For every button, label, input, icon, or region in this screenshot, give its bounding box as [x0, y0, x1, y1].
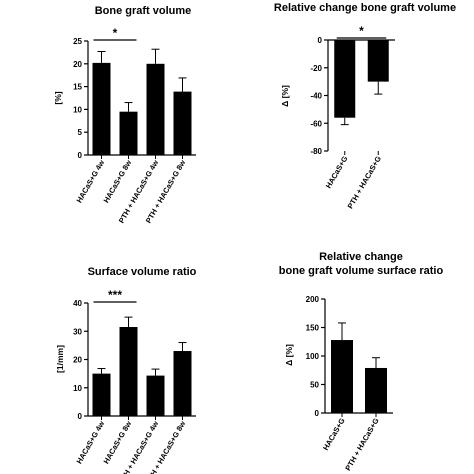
x-tick-label: HACaS+G — [321, 416, 347, 452]
x-tick-label: HACaS+G 4w — [75, 158, 107, 204]
chart-title: Bone graft volume — [95, 5, 192, 17]
bar — [92, 62, 111, 155]
bar — [331, 340, 353, 413]
chart-title: bone graft volume surface ratio — [279, 265, 444, 277]
chart-title: Relative change bone graft volume — [274, 2, 456, 14]
y-tick-label: 20 — [73, 60, 82, 69]
x-tick-label: HACaS+G 8w — [102, 158, 134, 204]
y-tick-label: 100 — [306, 352, 320, 361]
significance-label: *** — [108, 288, 122, 302]
x-tick-label: HACaS+G 8w — [102, 419, 134, 465]
y-tick-label: 0 — [78, 151, 83, 160]
x-tick-label: PTH + HACaS+G — [343, 416, 380, 472]
y-tick-label: 0 — [78, 412, 83, 421]
bar — [173, 91, 192, 155]
y-axis-label: Δ [%] — [280, 85, 290, 107]
bar — [173, 351, 192, 416]
bar — [365, 367, 387, 413]
y-tick-label: -40 — [310, 92, 322, 101]
y-tick-label: 10 — [73, 384, 82, 393]
x-tick-label: HACaS+G 4w — [75, 419, 107, 465]
y-tick-label: 0 — [315, 409, 320, 418]
y-axis-label: [1/mm] — [55, 345, 65, 373]
chart-panel-4: Relative change bone graft volume surface… — [279, 251, 444, 472]
y-tick-label: 5 — [78, 128, 83, 137]
chart-panel-3: Surface volume ratio [1/mm] 0 10 20 30 40 HACaS… — [55, 266, 197, 474]
y-tick-label: -60 — [310, 119, 322, 128]
y-tick-label: 40 — [73, 299, 82, 308]
y-tick-label: -80 — [310, 147, 322, 156]
y-tick-label: 20 — [73, 356, 82, 365]
x-tick-label: PTH + HACaS+G — [346, 154, 383, 210]
y-axis-label: Δ [%] — [284, 344, 294, 366]
y-tick-label: 10 — [73, 105, 82, 114]
y-axis-label: [%] — [53, 91, 63, 104]
bar — [92, 373, 111, 416]
significance-label: * — [113, 26, 118, 40]
chart-title: Relative change — [319, 251, 403, 263]
bar — [334, 40, 356, 118]
bar — [119, 327, 138, 416]
y-tick-label: -20 — [310, 64, 322, 73]
chart-panel-2: Relative change bone graft volume Δ [%] 0 -… — [274, 2, 456, 210]
bar — [367, 40, 389, 82]
y-tick-label: 50 — [310, 381, 319, 390]
y-tick-label: 150 — [306, 324, 320, 333]
y-tick-label: 25 — [73, 37, 82, 46]
y-tick-label: 200 — [306, 295, 320, 304]
y-tick-label: 15 — [73, 83, 82, 92]
bar — [146, 375, 165, 416]
bar — [119, 111, 138, 155]
x-tick-label: HACaS+G — [324, 154, 350, 190]
bar — [146, 63, 165, 155]
y-tick-label: 30 — [73, 327, 82, 336]
y-tick-label: 0 — [318, 36, 323, 45]
chart-title: Surface volume ratio — [88, 266, 197, 278]
chart-panel-1: Bone graft volume [%] 0 5 10 15 20 25 HACaS+G 4w… — [53, 5, 196, 225]
significance-label: * — [359, 24, 364, 38]
